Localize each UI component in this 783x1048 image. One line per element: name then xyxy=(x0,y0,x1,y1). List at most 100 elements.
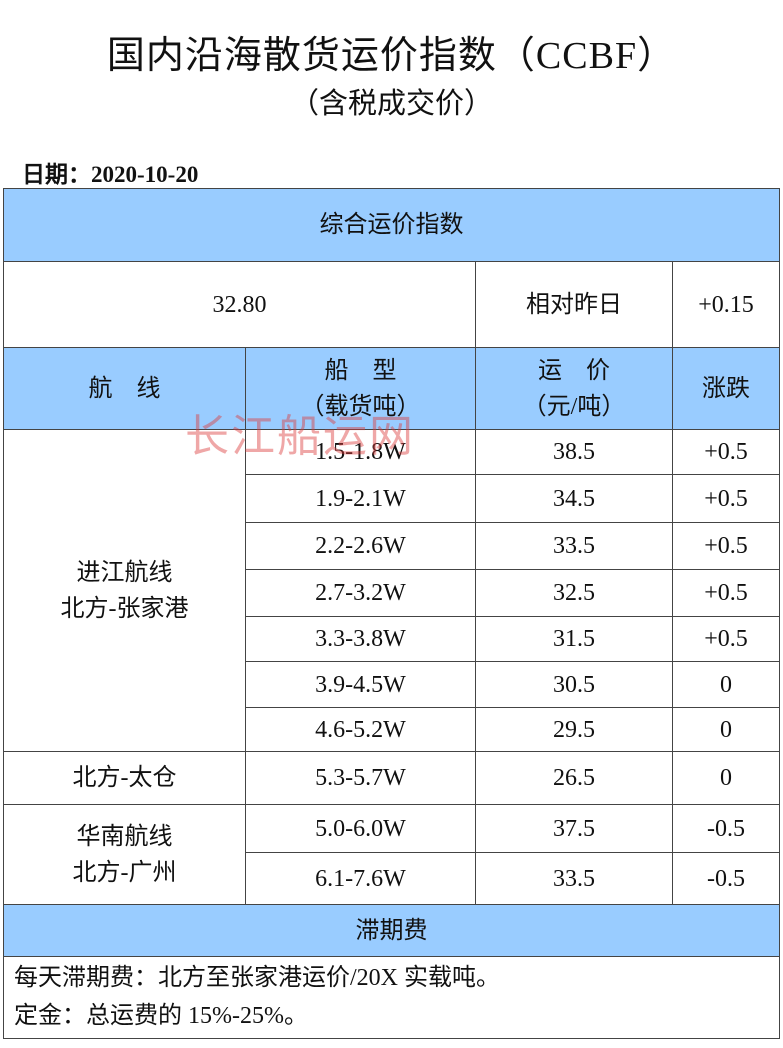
subtitle: （含税成交价） xyxy=(289,88,493,120)
change: 0 xyxy=(672,751,780,805)
change: +0.5 xyxy=(672,522,780,570)
change: +0.5 xyxy=(672,616,780,662)
index-row: 32.80 相对昨日 +0.15 xyxy=(3,261,780,348)
column-header: 涨跌 xyxy=(672,347,780,430)
change-text: 0 xyxy=(720,671,732,698)
column-header-text: 船 型 xyxy=(324,357,397,384)
ship-type-text: 3.9-4.5W xyxy=(315,671,406,698)
ship-type: 3.9-4.5W xyxy=(245,661,476,708)
change-text: +0.5 xyxy=(704,485,748,512)
price-text: 37.5 xyxy=(553,815,595,842)
route-text: 北方-广州 xyxy=(72,859,177,886)
index-change: +0.15 xyxy=(672,261,780,348)
column-header-text: （载货吨） xyxy=(300,393,421,420)
ship-type: 5.3-5.7W xyxy=(245,751,476,805)
ship-type-text: 2.7-3.2W xyxy=(315,580,406,606)
ship-type: 6.1-7.6W xyxy=(245,852,476,905)
data-row: 2.7-3.2W 32.5 +0.5 xyxy=(4,569,780,617)
route-text: 北方-太仓 xyxy=(72,765,177,791)
ship-type-text: 1.5-1.8W xyxy=(315,439,406,465)
ship-type-text: 1.9-2.1W xyxy=(315,485,406,512)
index-value: 32.80 xyxy=(3,261,476,348)
compare-label: 相对昨日 xyxy=(475,261,673,348)
notes-row: 每天滞期费：北方至张家港运价/20X 实载吨。 定金：总运费的 15%-25%。 xyxy=(3,956,780,1039)
price-text: 38.5 xyxy=(553,439,595,465)
price: 30.5 xyxy=(475,661,673,708)
price-text: 29.5 xyxy=(553,716,595,743)
route-text: 进江航线 xyxy=(76,559,173,586)
notes-text: 定金：总运费的 15%-25%。 xyxy=(14,1002,308,1029)
column-header: 航 线 xyxy=(3,347,246,430)
ship-type-text: 2.2-2.6W xyxy=(315,533,406,559)
data-row: 3.9-4.5W 30.5 0 xyxy=(4,661,780,708)
footer-title-row: 滞期费 xyxy=(3,904,780,957)
ship-type: 3.3-3.8W xyxy=(245,616,476,662)
change: -0.5 xyxy=(672,804,780,853)
price: 38.5 xyxy=(475,429,673,475)
change: 0 xyxy=(672,661,780,708)
ship-type: 4.6-5.2W xyxy=(245,707,476,752)
price: 29.5 xyxy=(475,707,673,752)
price: 37.5 xyxy=(475,804,673,853)
column-header-text: 运 价 xyxy=(538,357,610,384)
notes: 每天滞期费：北方至张家港运价/20X 实载吨。 定金：总运费的 15%-25%。 xyxy=(3,956,780,1039)
price: 34.5 xyxy=(475,474,673,523)
route-text: 北方-张家港 xyxy=(60,595,189,622)
compare-label-text: 相对昨日 xyxy=(526,291,622,318)
route-text: 华南航线 xyxy=(76,823,173,850)
change: +0.5 xyxy=(672,569,780,617)
price: 26.5 xyxy=(475,751,673,805)
route: 北方-太仓 xyxy=(3,751,246,805)
date-value: 2020-10-20 xyxy=(91,162,199,187)
price-text: 31.5 xyxy=(553,626,595,652)
price-text: 33.5 xyxy=(553,533,595,559)
price-text: 32.5 xyxy=(553,580,595,606)
ship-type: 5.0-6.0W xyxy=(245,804,476,853)
change: -0.5 xyxy=(672,852,780,905)
route: 华南航线北方-广州 xyxy=(3,804,246,905)
ship-type-text: 6.1-7.6W xyxy=(315,865,406,892)
section-row: 综合运价指数 xyxy=(3,188,780,262)
change-text: -0.5 xyxy=(707,865,745,892)
change-text: +0.5 xyxy=(704,626,748,652)
change-text: +0.5 xyxy=(704,439,748,465)
ship-type-text: 3.3-3.8W xyxy=(315,626,406,652)
data-row: 2.2-2.6W 33.5 +0.5 xyxy=(4,522,780,570)
price-text: 26.5 xyxy=(553,765,595,791)
change: 0 xyxy=(672,707,780,752)
change: +0.5 xyxy=(672,474,780,523)
column-header-text: 航 线 xyxy=(88,375,161,402)
price: 33.5 xyxy=(475,522,673,570)
ship-type: 2.2-2.6W xyxy=(245,522,476,570)
column-header: 运 价 （元/吨） xyxy=(475,347,673,430)
notes-text: 每天滞期费：北方至张家港运价/20X 实载吨。 xyxy=(14,965,500,992)
column-header-text: 涨跌 xyxy=(702,375,750,402)
price-text: 33.5 xyxy=(553,865,595,892)
change: +0.5 xyxy=(672,429,780,475)
ship-type: 1.5-1.8W xyxy=(245,429,476,475)
price-text: 30.5 xyxy=(553,671,595,698)
change-text: -0.5 xyxy=(707,815,745,842)
change-text: +0.5 xyxy=(704,580,748,606)
section-title-text: 综合运价指数 xyxy=(319,212,464,238)
column-header-row: 航 线 船 型 （载货吨） 运 价 （元/吨） 涨跌 xyxy=(3,347,780,430)
change-text: 0 xyxy=(720,765,732,791)
price: 33.5 xyxy=(475,852,673,905)
section-title: 综合运价指数 xyxy=(3,188,780,262)
data-row: 4.6-5.2W 29.5 0 xyxy=(4,707,780,752)
route: 进江航线北方-张家港 xyxy=(3,429,246,752)
ship-type: 1.9-2.1W xyxy=(245,474,476,523)
freight-table: 综合运价指数 32.80 相对昨日 +0.15 航 线 船 型 （载货吨） 运 价 （元/吨） 涨… xyxy=(3,188,780,1039)
index-value-text: 32.80 xyxy=(212,291,267,318)
footer-title: 滞期费 xyxy=(3,904,780,957)
ship-type-text: 5.0-6.0W xyxy=(315,815,406,842)
price-text: 34.5 xyxy=(553,485,595,512)
change-text: 0 xyxy=(720,716,732,743)
ship-type: 2.7-3.2W xyxy=(245,569,476,617)
ship-type-text: 4.6-5.2W xyxy=(315,716,406,743)
data-row: 进江航线北方-张家港 1.5-1.8W 38.5 +0.5 xyxy=(3,429,780,752)
date-label: 日期： xyxy=(22,162,91,187)
price: 32.5 xyxy=(475,569,673,617)
footer-title-text: 滞期费 xyxy=(355,917,428,944)
